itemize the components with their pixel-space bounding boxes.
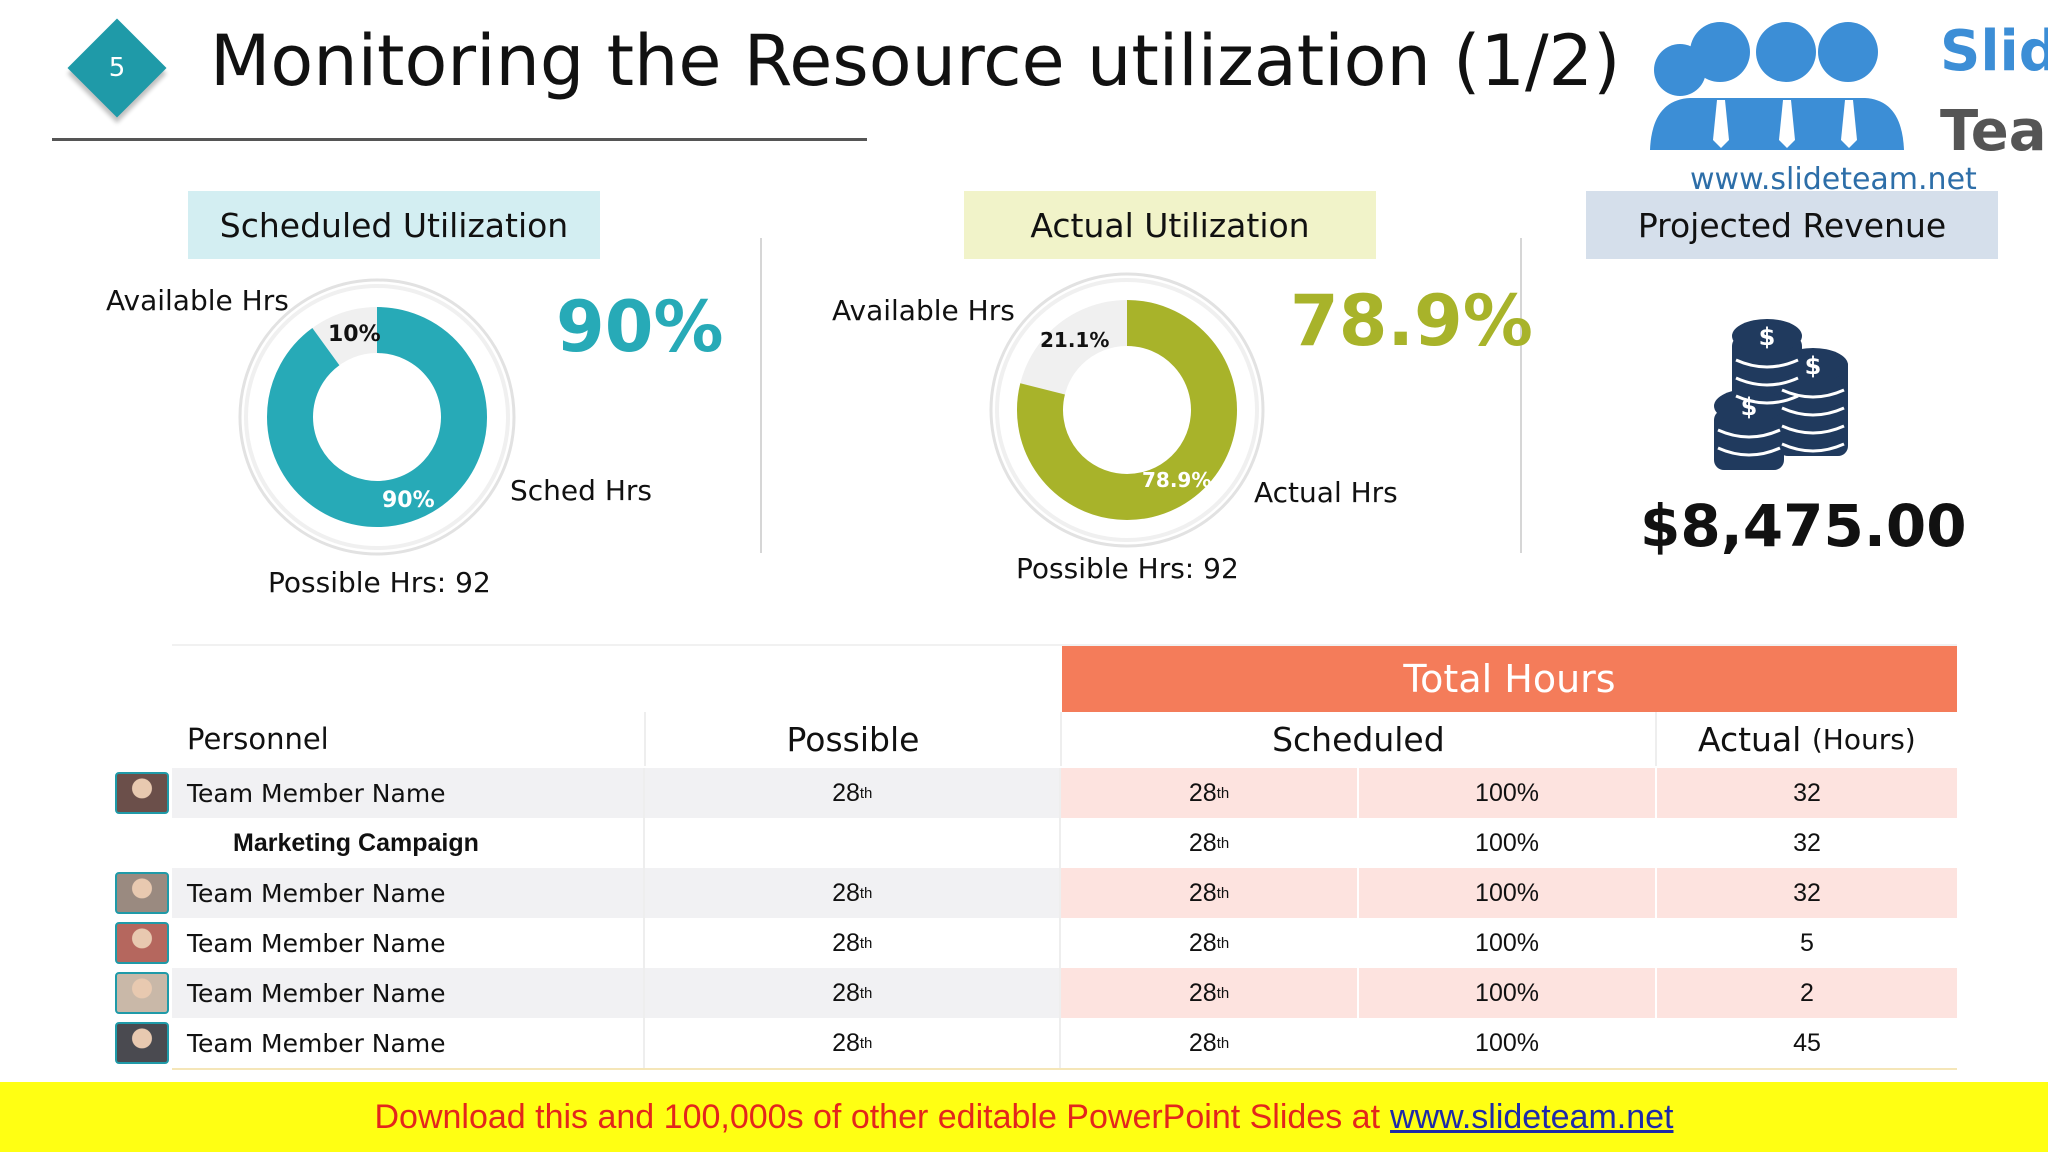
actual-available-label: Available Hrs <box>832 294 1015 327</box>
table-group-header-row: Total Hours <box>172 644 1957 712</box>
title-underline <box>52 138 867 141</box>
projected-revenue-amount: $8,475.00 <box>1640 492 1967 560</box>
personnel-name: Team Member Name <box>187 1028 446 1058</box>
col-actual: Actual (Hours) <box>1697 719 1916 759</box>
actual-cell: 5 <box>1657 918 1957 968</box>
actual-utilization-heading: Actual Utilization <box>964 191 1376 259</box>
possible-cell <box>645 818 1062 868</box>
col-scheduled: Scheduled <box>1062 712 1657 766</box>
footer-link[interactable]: www.slideteam.net <box>1390 1097 1674 1136</box>
scheduled-percent-cell: 100% <box>1359 818 1658 868</box>
scheduled-arc <box>267 307 487 527</box>
personnel-name: Team Member Name <box>187 928 446 958</box>
actual-available-slice-label: 21.1% <box>1040 328 1110 352</box>
slideteam-logo: Slide Team <box>1640 0 2048 196</box>
scheduled-sched-label: Sched Hrs <box>510 474 652 507</box>
col-possible: Possible <box>646 712 1063 766</box>
scheduled-percent-cell: 100% <box>1359 918 1658 968</box>
actual-actual-label: Actual Hrs <box>1254 476 1398 509</box>
actual-cell: 32 <box>1657 768 1957 818</box>
personnel-name-cell: Marketing Campaign <box>172 818 646 868</box>
personnel-name: Team Member Name <box>187 778 446 808</box>
personnel-name-cell: Team Member Name <box>172 968 646 1018</box>
svg-text:$: $ <box>1759 323 1776 351</box>
table-bottom-rule <box>172 1068 1957 1070</box>
actual-cell: 45 <box>1657 1018 1957 1068</box>
page-title: Monitoring the Resource utilization (1/2… <box>210 20 1621 102</box>
scheduled-utilization-heading: Scheduled Utilization <box>188 191 600 259</box>
section-divider <box>760 238 762 553</box>
personnel-name-cell: Team Member Name <box>172 918 646 968</box>
slide-number: 5 <box>108 53 126 83</box>
scheduled-percent-cell: 100% <box>1359 968 1658 1018</box>
total-hours-header: Total Hours <box>1062 646 1957 712</box>
footer-text: Download this and 100,000s of other edit… <box>374 1097 1381 1136</box>
avatar <box>115 872 169 914</box>
download-banner: Download this and 100,000s of other edit… <box>0 1082 2048 1152</box>
actual-cell: 32 <box>1657 818 1957 868</box>
scheduled-percent-cell: 100% <box>1359 768 1658 818</box>
svg-text:$: $ <box>1741 393 1758 421</box>
personnel-name: Marketing Campaign <box>233 828 479 857</box>
scheduled-main-slice-label: 90% <box>382 488 435 513</box>
logo-text-slide: Slide <box>1940 19 2048 84</box>
scheduled-percent-cell: 100% <box>1359 868 1658 918</box>
actual-donut-chart <box>989 272 1265 548</box>
section-divider <box>1520 238 1522 553</box>
actual-main-slice-label: 78.9% <box>1142 468 1212 492</box>
logo-text-team: Team <box>1940 99 2048 164</box>
svg-text:$: $ <box>1805 352 1822 380</box>
actual-big-value: 78.9% <box>1290 280 1533 362</box>
col-personnel: Personnel <box>172 712 646 766</box>
personnel-name-cell: Team Member Name <box>172 868 646 918</box>
projected-revenue-heading: Projected Revenue <box>1586 191 1998 259</box>
table-column-header-row: Personnel Possible Scheduled Actual (Hou… <box>172 712 1957 766</box>
scheduled-donut-chart <box>238 278 516 556</box>
avatar <box>115 1022 169 1064</box>
actual-cell: 32 <box>1657 868 1957 918</box>
personnel-name: Team Member Name <box>187 878 446 908</box>
personnel-name-cell: Team Member Name <box>172 768 646 818</box>
personnel-name-cell: Team Member Name <box>172 1018 646 1068</box>
scheduled-possible-label: Possible Hrs: 92 <box>268 566 491 599</box>
avatar <box>115 922 169 964</box>
coin-stack-icon: $ $ $ <box>1714 319 1848 470</box>
scheduled-big-value: 90% <box>556 286 724 368</box>
scheduled-available-label: Available Hrs <box>106 284 289 317</box>
actual-possible-label: Possible Hrs: 92 <box>1016 552 1239 585</box>
actual-arc <box>1017 300 1237 520</box>
scheduled-percent-cell: 100% <box>1359 1018 1658 1068</box>
personnel-name: Team Member Name <box>187 978 446 1008</box>
avatar <box>115 772 169 814</box>
avatar <box>115 972 169 1014</box>
actual-cell: 2 <box>1657 968 1957 1018</box>
scheduled-available-slice-label: 10% <box>328 322 381 347</box>
